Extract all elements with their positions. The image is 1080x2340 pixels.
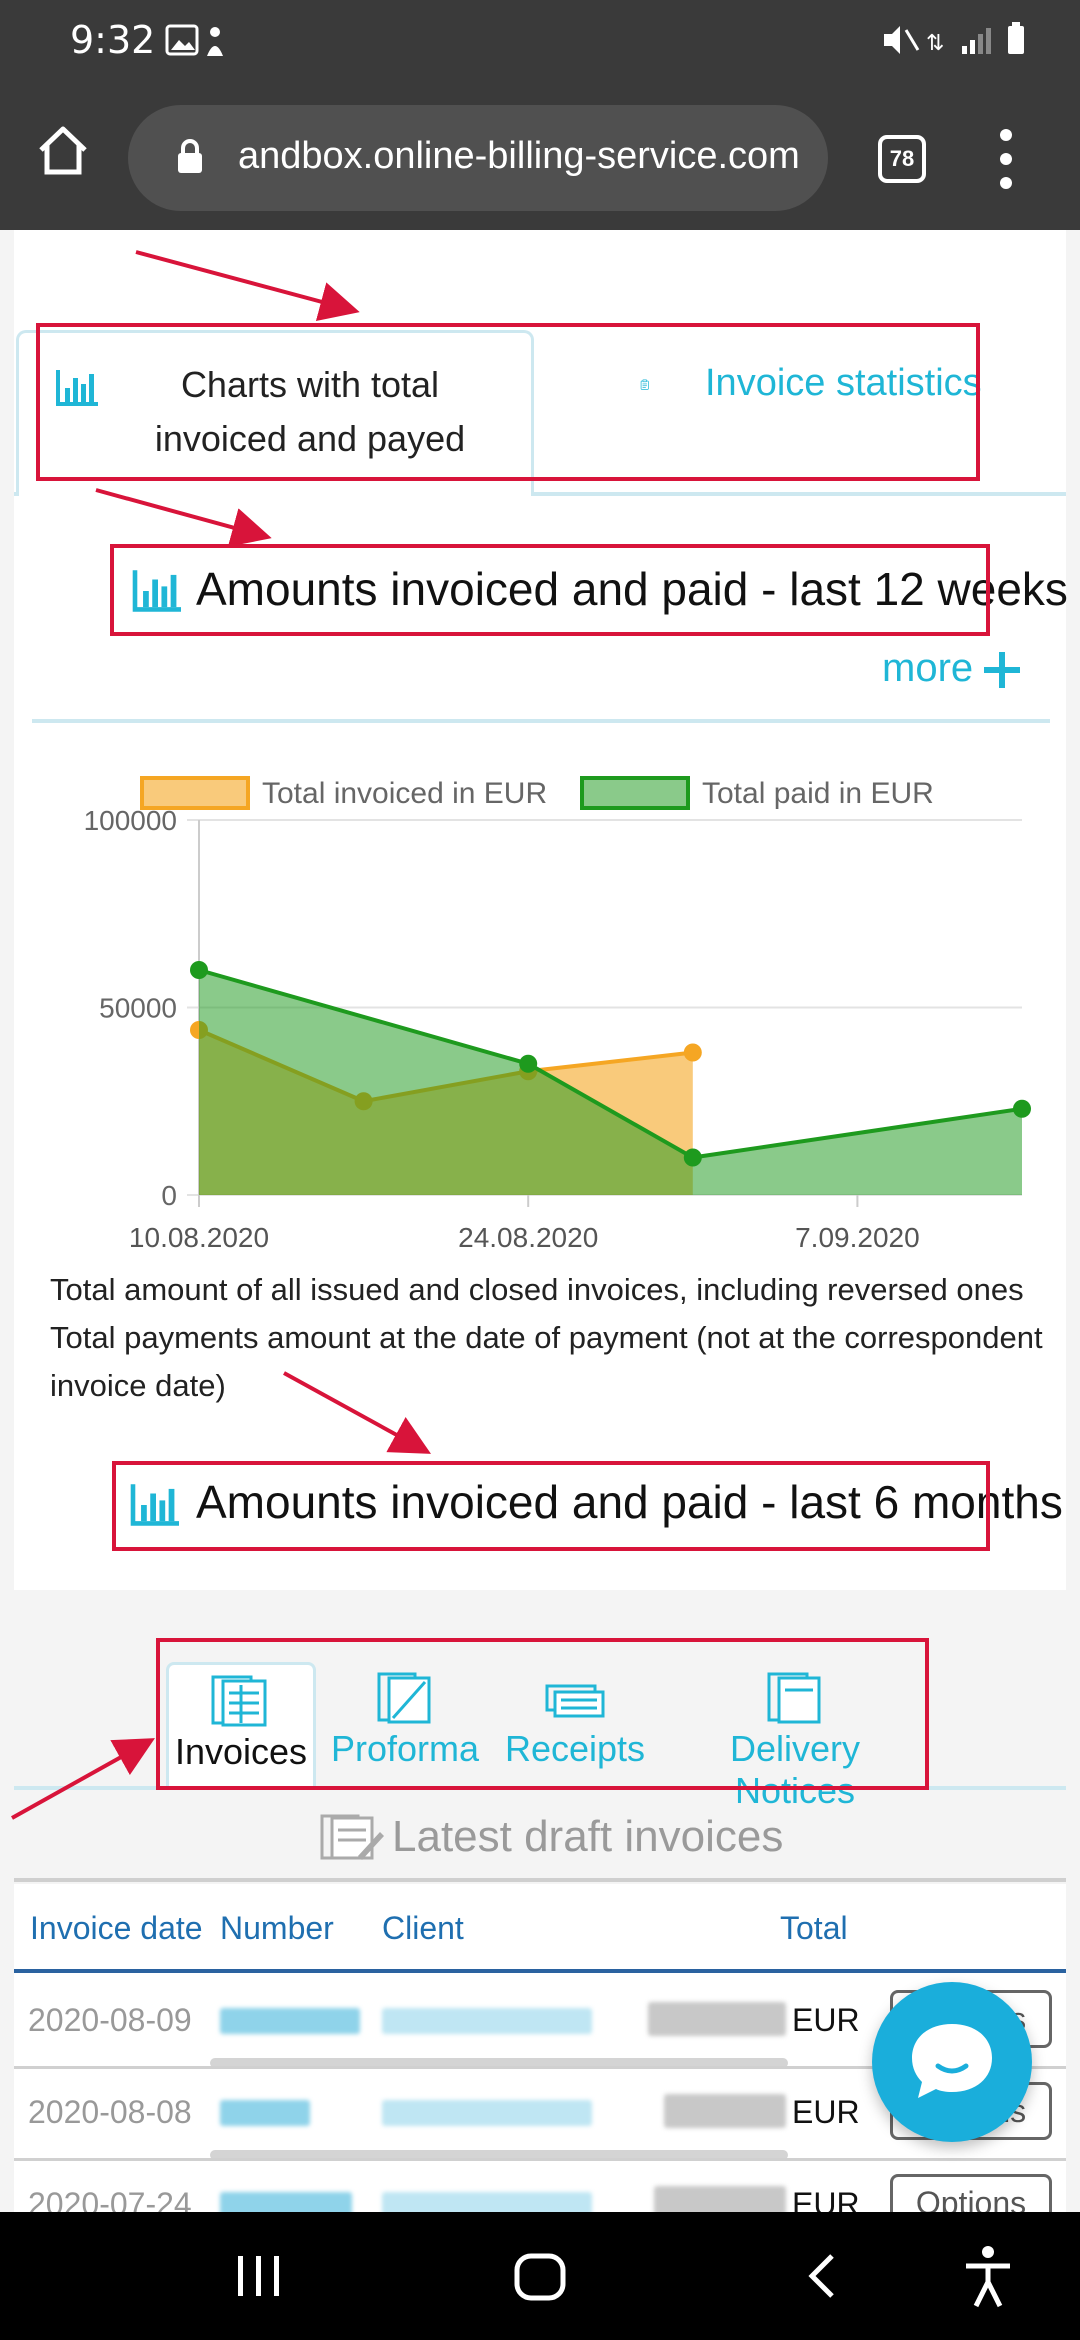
blurred-number[interactable] <box>220 2100 310 2126</box>
tab-charts-label: Charts with total invoiced and payed <box>154 364 466 459</box>
lock-icon <box>178 139 202 173</box>
series-area-1 <box>199 970 1022 1195</box>
tab-receipts-label: Receipts <box>504 1728 646 1769</box>
column-header-total[interactable]: Total <box>780 1910 848 1946</box>
row-date: 2020-08-09 <box>28 2002 192 2038</box>
chart-note-invoiced: Total amount of all issued and closed in… <box>50 1272 1024 1307</box>
signal-icon: ⇅ <box>884 22 1024 56</box>
y-tick-label: 50000 <box>99 993 177 1024</box>
delivery-notices-icon <box>767 1672 821 1724</box>
y-tick-label: 0 <box>161 1180 177 1211</box>
column-header-invoice-date[interactable]: Invoice date <box>30 1910 203 1946</box>
back-icon[interactable] <box>808 2254 834 2298</box>
data-point <box>519 1054 538 1073</box>
data-point <box>683 1043 702 1062</box>
status-time: 9:32 <box>70 18 156 62</box>
x-tick-label: 7.09.2020 <box>795 1222 920 1253</box>
tab-delivery-notices[interactable]: Delivery Notices <box>668 1662 922 1811</box>
column-header-client[interactable]: Client <box>382 1910 464 1946</box>
tab-charts[interactable] <box>16 330 534 496</box>
section-divider <box>32 719 1050 723</box>
clipboard-icon <box>640 379 649 390</box>
status-notification-icons <box>165 22 245 71</box>
recent-apps-icon[interactable] <box>238 2256 279 2296</box>
bar-chart-icon <box>56 370 98 406</box>
draft-invoices-icon <box>320 1814 384 1860</box>
invoices-icon <box>211 1675 267 1727</box>
data-point <box>190 961 208 979</box>
latest-draft-invoices-title: Latest draft invoices <box>392 1812 784 1861</box>
row-currency: EUR <box>792 2094 860 2130</box>
annotation-box-tabs <box>36 323 980 481</box>
draft-title-rule <box>14 1878 1066 1882</box>
section-title-6-months[interactable]: Amounts invoiced and paid - last 6 month… <box>196 1476 1063 1528</box>
chat-bubble-icon <box>912 2024 992 2098</box>
svg-text:⇅: ⇅ <box>926 31 954 56</box>
legend-label: Total invoiced in EUR <box>262 777 547 810</box>
browser-toolbar: andbox.online-billing-service.com 78 <box>0 85 1080 230</box>
bar-chart-icon <box>132 570 181 612</box>
proforma-icon <box>377 1672 431 1724</box>
android-nav-bar <box>0 2212 1080 2340</box>
chart-note-paid: Total payments amount at the date of pay… <box>50 1320 1043 1403</box>
table-header-rule <box>14 1969 1066 1973</box>
x-tick-label: 24.08.2020 <box>458 1222 598 1253</box>
row-divider <box>14 2066 1066 2069</box>
plus-icon[interactable] <box>982 650 1022 690</box>
blurred-client[interactable] <box>382 2008 592 2034</box>
accessibility-icon[interactable] <box>966 2246 1010 2308</box>
y-tick-label: 100000 <box>84 805 177 836</box>
chat-button[interactable] <box>872 1982 1032 2142</box>
tab-invoices[interactable]: Invoices <box>166 1662 316 1786</box>
receipts-icon <box>545 1684 605 1718</box>
url-text: andbox.online-billing-service.com <box>238 135 800 177</box>
section-title-12-weeks: Amounts invoiced and paid - last 12 week… <box>196 563 1068 615</box>
legend-swatch <box>140 776 250 810</box>
x-tick-label: 10.08.2020 <box>129 1222 269 1253</box>
bar-chart-icon <box>130 1484 179 1526</box>
more-link[interactable]: more <box>882 646 974 690</box>
blurred-total <box>654 2186 786 2216</box>
address-bar[interactable]: andbox.online-billing-service.com <box>128 105 828 211</box>
row-currency: EUR <box>792 2002 860 2038</box>
annotation-box-weeks-title <box>110 544 990 636</box>
blurred-total <box>664 2094 786 2128</box>
row-divider <box>14 2158 1066 2161</box>
tab-row-underline <box>14 492 1066 496</box>
legend-swatch <box>580 776 690 810</box>
tab-invoices-label: Invoices <box>174 1731 308 1772</box>
tab-proforma-label: Proforma <box>330 1728 480 1769</box>
row-scrollbar <box>210 2058 788 2068</box>
tab-receipts[interactable]: Receipts <box>500 1662 650 1786</box>
status-system-icons: ⇅ <box>880 20 1040 69</box>
series-line-1 <box>198 968 1023 1160</box>
data-point <box>683 1148 702 1167</box>
home-nav-icon[interactable] <box>514 2253 566 2301</box>
image-icon <box>165 24 223 56</box>
annotation-box-months-title <box>112 1461 990 1551</box>
arrow-to-doc-tabs <box>11 1738 155 1820</box>
status-bar: 9:32 ⇅ <box>0 0 1080 85</box>
row-scrollbar <box>210 2150 788 2160</box>
tab-invoice-statistics[interactable]: Invoice statistics <box>705 362 982 404</box>
tab-switcher-button[interactable]: 78 <box>878 135 926 183</box>
column-header-number[interactable]: Number <box>220 1910 334 1946</box>
blurred-number[interactable] <box>220 2008 360 2034</box>
data-point <box>1013 1099 1031 1118</box>
browser-menu-button[interactable] <box>1000 129 1012 189</box>
blurred-total <box>648 2002 786 2036</box>
tab-delivery-notices-label: Delivery Notices <box>729 1728 861 1811</box>
legend-label: Total paid in EUR <box>702 777 934 810</box>
tab-proforma[interactable]: Proforma <box>330 1662 480 1786</box>
row-date: 2020-08-08 <box>28 2094 192 2130</box>
annotation-box-doc-tabs <box>156 1638 929 1790</box>
area-chart: 100000 50000 0 10.08.2020 24.08.2020 7.09.202… <box>84 776 1031 1253</box>
home-icon[interactable] <box>36 123 90 177</box>
blurred-client[interactable] <box>382 2100 592 2126</box>
